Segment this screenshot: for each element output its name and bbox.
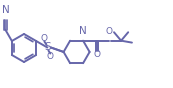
Text: S: S xyxy=(44,43,51,53)
Text: O: O xyxy=(47,52,54,61)
Text: O: O xyxy=(106,27,113,36)
Text: O: O xyxy=(94,50,101,59)
Text: N: N xyxy=(2,5,9,15)
Text: N: N xyxy=(79,26,87,36)
Text: O: O xyxy=(41,34,48,43)
